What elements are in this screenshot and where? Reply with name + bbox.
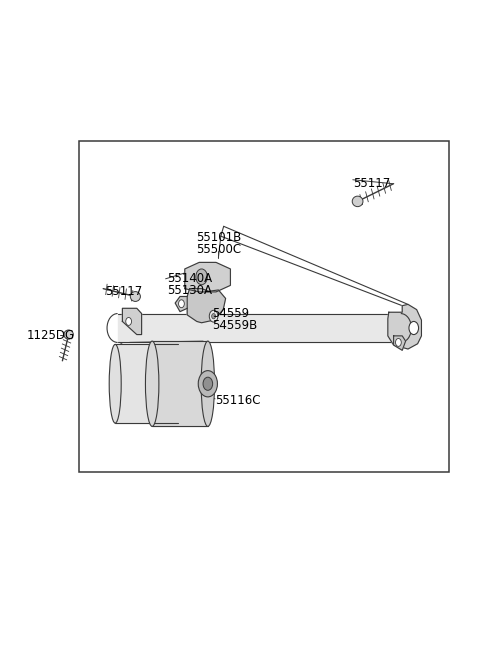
Polygon shape (122, 308, 142, 335)
Ellipse shape (109, 344, 121, 423)
Circle shape (179, 300, 184, 308)
Circle shape (203, 377, 213, 390)
Text: 55101B: 55101B (196, 231, 241, 244)
Text: 1125DG: 1125DG (26, 329, 74, 342)
Text: 55140A: 55140A (167, 272, 212, 285)
Bar (79, 141, 449, 472)
Text: 55117: 55117 (353, 177, 390, 190)
Circle shape (396, 338, 401, 346)
Ellipse shape (201, 341, 215, 426)
Polygon shape (175, 297, 187, 312)
Text: 55130A: 55130A (167, 284, 212, 297)
Text: 55500C: 55500C (196, 243, 241, 256)
Circle shape (212, 314, 216, 319)
Ellipse shape (64, 330, 73, 339)
Polygon shape (187, 289, 226, 323)
Circle shape (196, 269, 207, 285)
Polygon shape (185, 262, 230, 292)
Text: 54559: 54559 (212, 307, 249, 320)
Text: 55117: 55117 (105, 285, 142, 298)
Ellipse shape (352, 196, 363, 207)
Polygon shape (394, 336, 406, 350)
Text: 55116C: 55116C (215, 394, 261, 407)
Circle shape (126, 318, 132, 325)
Polygon shape (118, 314, 401, 342)
Circle shape (409, 321, 419, 335)
Polygon shape (115, 344, 178, 423)
Ellipse shape (145, 341, 159, 426)
Ellipse shape (130, 291, 140, 302)
Circle shape (198, 371, 217, 397)
Text: 54559B: 54559B (212, 319, 257, 332)
Polygon shape (388, 304, 421, 349)
Polygon shape (152, 341, 208, 426)
Circle shape (209, 310, 218, 322)
